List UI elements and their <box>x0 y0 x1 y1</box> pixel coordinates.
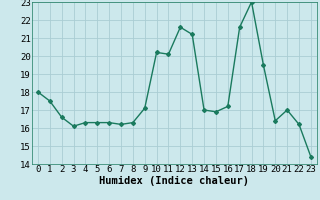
X-axis label: Humidex (Indice chaleur): Humidex (Indice chaleur) <box>100 176 249 186</box>
